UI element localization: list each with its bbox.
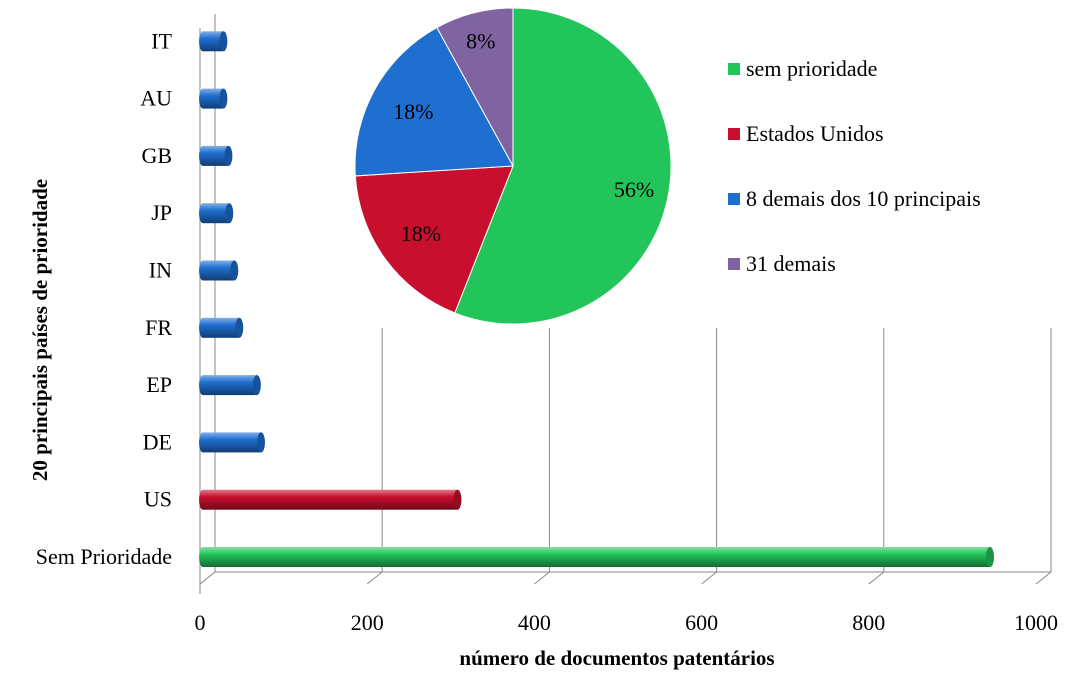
bar-jp [199, 203, 234, 224]
bar-de [199, 432, 266, 453]
legend-item: sem prioridade [728, 56, 877, 81]
bar-body [203, 145, 229, 166]
bar-start-cap [199, 547, 207, 567]
bar-sem-prioridade [199, 547, 995, 567]
bar-in [199, 260, 239, 281]
bar-start-cap [199, 88, 207, 109]
bar-end-cap [219, 31, 228, 52]
bar-au [199, 88, 228, 109]
legend-swatch [728, 258, 740, 270]
bar-body [203, 375, 257, 396]
pie-slice-4 [436, 7, 514, 167]
legend-swatch [728, 128, 740, 140]
bar-body [203, 203, 230, 224]
x-tick-label: 800 [852, 610, 885, 635]
bar-start-cap [199, 432, 207, 453]
legend-label: 31 demais [746, 251, 836, 276]
x-tick-label: 200 [351, 610, 384, 635]
bar-end-cap [986, 547, 995, 567]
x-tick-label: 600 [685, 610, 718, 635]
legend-item: 8 demais dos 10 principais [728, 186, 981, 211]
gridline-floor [1035, 571, 1052, 585]
bar-start-cap [199, 375, 207, 396]
y-tick-label: Sem Prioridade [36, 544, 172, 569]
bar-end-cap [224, 145, 233, 166]
x-axis-title: número de documentos patentários [459, 646, 774, 670]
legend-swatch [728, 63, 740, 75]
bar-start-cap [199, 260, 207, 281]
legend-swatch [728, 193, 740, 205]
bar-end-cap [230, 260, 239, 281]
pie-chart: 56% 18% 18% 8% [354, 7, 672, 325]
bar-start-cap [199, 145, 207, 166]
bar-chart: 0 200 400 600 800 1000 Sem Prioridade US DE EP FR I… [36, 14, 1058, 635]
gridline-floor [701, 571, 717, 585]
bar-it [199, 31, 228, 52]
pie-legend: sem prioridade Estados Unidos 8 demais dos… [728, 56, 981, 276]
bar-start-cap [199, 489, 207, 510]
bar-start-cap [199, 317, 207, 338]
pie-data-label: 18% [393, 99, 433, 124]
legend-label: Estados Unidos [746, 121, 884, 146]
bar-us [199, 489, 462, 510]
floor-left-edge [199, 571, 216, 585]
gridline-floor [366, 571, 383, 585]
pie-slice-1 [454, 7, 672, 325]
y-tick-label: AU [140, 86, 172, 111]
x-tick-label: 1000 [1014, 610, 1058, 635]
bar-body [203, 260, 235, 281]
bar-body [203, 317, 240, 338]
legend-label: 8 demais dos 10 principais [746, 186, 981, 211]
y-tick-label: IT [151, 28, 172, 53]
y-tick-label: IN [149, 258, 172, 283]
legend-item: 31 demais [728, 251, 836, 276]
pie-data-label: 56% [614, 177, 654, 202]
y-tick-label: EP [146, 372, 172, 397]
y-tick-label: FR [145, 315, 172, 340]
bar-start-cap [199, 31, 207, 52]
y-tick-label: GB [141, 143, 172, 168]
pie-slice-2 [354, 165, 514, 314]
bar-ep [199, 375, 261, 396]
pie-slice-3 [354, 26, 514, 177]
bar-end-cap [219, 88, 228, 109]
gridline-floor [534, 571, 550, 585]
bar-end-cap [225, 203, 234, 224]
y-tick-label: DE [143, 429, 172, 454]
bar-fr [199, 317, 244, 338]
x-tick-label: 400 [518, 610, 551, 635]
bar-body [203, 88, 224, 109]
legend-label: sem prioridade [746, 56, 877, 81]
pie-data-label: 18% [401, 221, 441, 246]
legend-item: Estados Unidos [728, 121, 884, 146]
bar-end-cap [453, 489, 462, 510]
y-axis-title: 20 principais países de prioridade [28, 179, 52, 481]
bar-body [203, 31, 224, 52]
bar-end-cap [235, 317, 244, 338]
bar-end-cap [257, 432, 266, 453]
x-tick-label: 0 [195, 610, 206, 635]
bar-body [203, 432, 262, 453]
bar-start-cap [199, 203, 207, 224]
y-tick-label: US [144, 487, 172, 512]
bar-gb [199, 145, 233, 166]
bar-body [203, 489, 458, 510]
bar-body [203, 547, 991, 567]
bar-end-cap [252, 375, 261, 396]
pie-data-label: 8% [466, 29, 495, 54]
gridline-floor [868, 571, 885, 585]
y-tick-label: JP [151, 200, 172, 225]
